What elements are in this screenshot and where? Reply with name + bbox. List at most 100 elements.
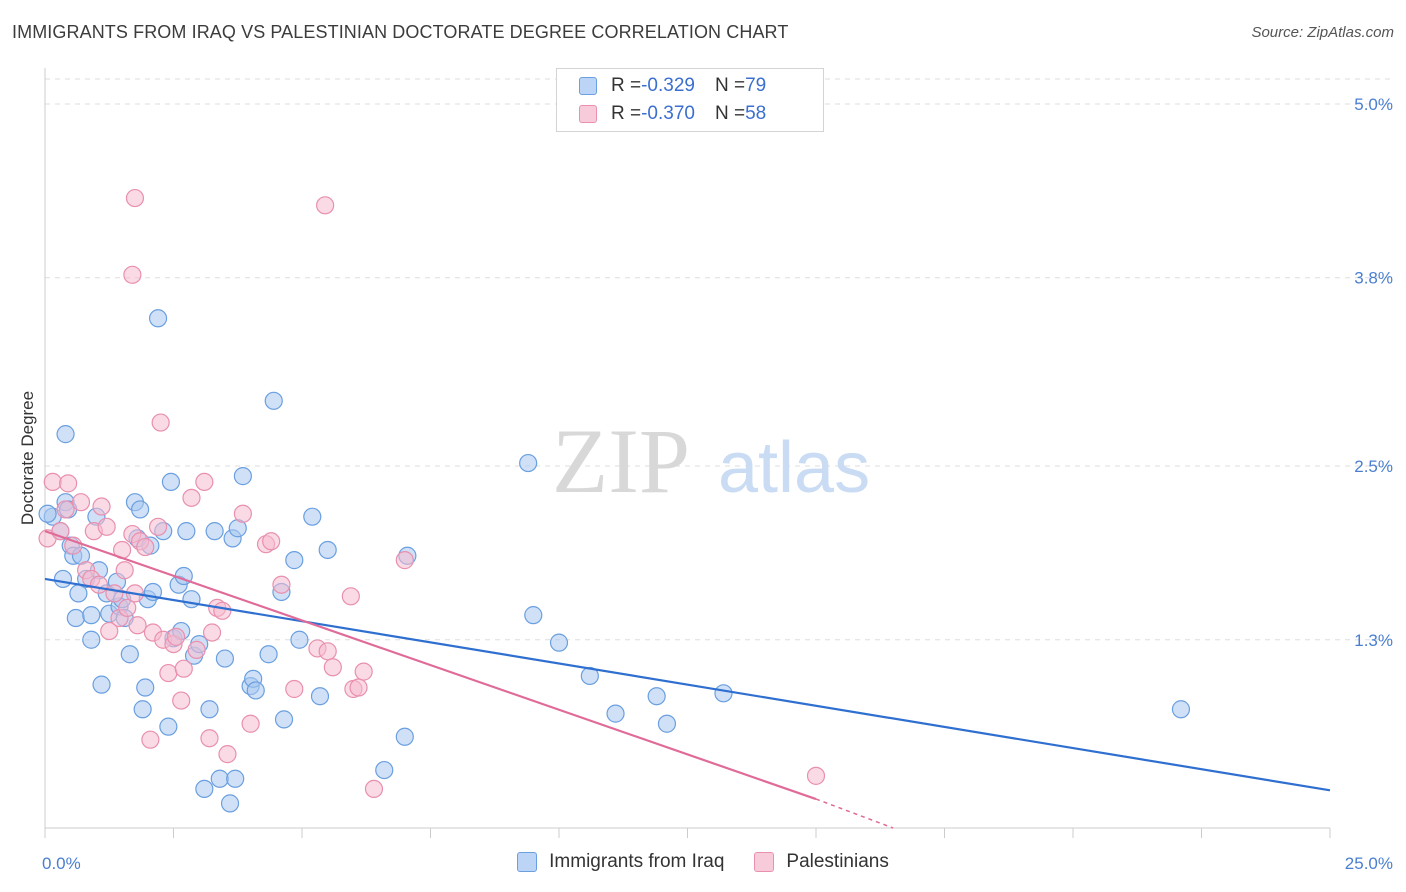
point-palestinians [105, 584, 124, 603]
point-iraq [148, 309, 168, 328]
point-iraq [259, 645, 278, 664]
point-palestinians [364, 779, 384, 799]
point-palestinians [200, 729, 219, 748]
series-swatch-palestinians [754, 852, 775, 872]
point-iraq [56, 425, 75, 444]
stats-legend: R = -0.329 N = 79 R = -0.370 N = 58 [556, 68, 824, 132]
point-palestinians [341, 587, 360, 606]
point-palestinians [172, 691, 191, 710]
point-iraq [136, 678, 155, 697]
point-iraq [130, 500, 150, 519]
point-iraq [233, 467, 252, 486]
points-layer [38, 188, 1191, 813]
point-iraq [200, 700, 219, 719]
point-iraq [82, 630, 101, 649]
point-palestinians [323, 658, 342, 677]
legend-n-value: 58 [745, 103, 767, 124]
point-palestinians [213, 601, 232, 620]
point-palestinians [89, 575, 109, 594]
point-palestinians [318, 642, 337, 661]
point-palestinians [100, 621, 119, 641]
point-palestinians [195, 472, 214, 492]
legend-r-value: -0.329 [641, 75, 695, 96]
point-iraq [714, 684, 733, 703]
point-palestinians [354, 662, 373, 681]
point-palestinians [316, 196, 335, 215]
point-palestinians [159, 663, 178, 683]
point-palestinians [218, 745, 237, 764]
series-legend: Immigrants from Iraq Palestinians [0, 851, 1406, 873]
point-palestinians [92, 497, 111, 516]
legend-n-value: 79 [745, 75, 767, 96]
point-iraq [38, 504, 57, 523]
x-tick-label-max: 25.0% [1345, 854, 1393, 873]
point-iraq [264, 391, 283, 410]
point-iraq [318, 540, 337, 560]
point-iraq [82, 606, 101, 625]
point-palestinians [395, 551, 414, 570]
point-iraq [226, 769, 245, 788]
point-palestinians [202, 623, 222, 642]
point-iraq [210, 769, 229, 788]
point-iraq [290, 630, 309, 649]
trend-lines [44, 530, 1331, 829]
point-palestinians [233, 504, 252, 523]
legend-r-label: R = [611, 75, 642, 96]
point-iraq [524, 606, 543, 625]
watermark-zip: ZIP [552, 410, 690, 512]
y-axis-label: Doctorate Degree [18, 391, 37, 525]
legend-swatch-iraq [579, 77, 597, 95]
legend-n-label: N = [714, 75, 746, 96]
y-tick-label: 2.5% [1354, 457, 1393, 476]
point-iraq [303, 507, 322, 526]
point-palestinians [151, 413, 170, 432]
point-iraq [159, 717, 178, 736]
legend-r-value: -0.370 [641, 103, 695, 124]
point-iraq [53, 569, 73, 589]
point-palestinians [125, 188, 145, 208]
point-palestinians [136, 537, 155, 557]
point-iraq [395, 727, 414, 746]
y-tick-label: 3.8% [1354, 269, 1393, 288]
chart-title: IMMIGRANTS FROM IRAQ VS PALESTINIAN DOCT… [12, 22, 789, 42]
point-palestinians [43, 472, 62, 492]
point-palestinians [71, 493, 91, 512]
point-palestinians [806, 766, 826, 785]
legend-n-label: N = [714, 103, 746, 124]
trend-line-palestinians-extension [815, 798, 894, 829]
point-iraq [182, 590, 201, 609]
watermark-atlas: atlas [718, 428, 870, 508]
series-swatch-iraq [517, 852, 538, 872]
legend-swatch-palestinians [579, 105, 597, 123]
point-iraq [657, 714, 677, 733]
point-iraq [519, 453, 538, 473]
point-iraq [215, 649, 234, 668]
legend-row-palestinians: R = -0.370 N = 58 [579, 101, 766, 127]
point-palestinians [349, 678, 368, 697]
series-name-palestinians: Palestinians [786, 851, 889, 872]
point-iraq [133, 700, 152, 719]
point-iraq [580, 666, 599, 686]
point-palestinians [59, 474, 78, 493]
point-iraq [549, 633, 569, 652]
point-palestinians [272, 575, 291, 594]
point-palestinians [123, 265, 142, 284]
point-palestinians [56, 500, 75, 519]
point-iraq [161, 472, 181, 492]
trend-line-iraq [44, 577, 1331, 792]
grid [45, 78, 1395, 641]
axes [44, 68, 1331, 838]
point-iraq [92, 675, 111, 694]
y-tick-label: 5.0% [1354, 95, 1393, 114]
point-iraq [606, 704, 625, 723]
point-palestinians [187, 640, 206, 659]
series-name-iraq: Immigrants from Iraq [549, 851, 725, 872]
point-iraq [66, 608, 85, 628]
point-iraq [285, 551, 304, 570]
point-iraq [220, 794, 240, 813]
point-iraq [1171, 700, 1191, 719]
legend-row-iraq: R = -0.329 N = 79 [579, 73, 766, 99]
point-iraq [246, 681, 265, 700]
point-iraq [205, 522, 224, 541]
point-palestinians [115, 561, 134, 580]
